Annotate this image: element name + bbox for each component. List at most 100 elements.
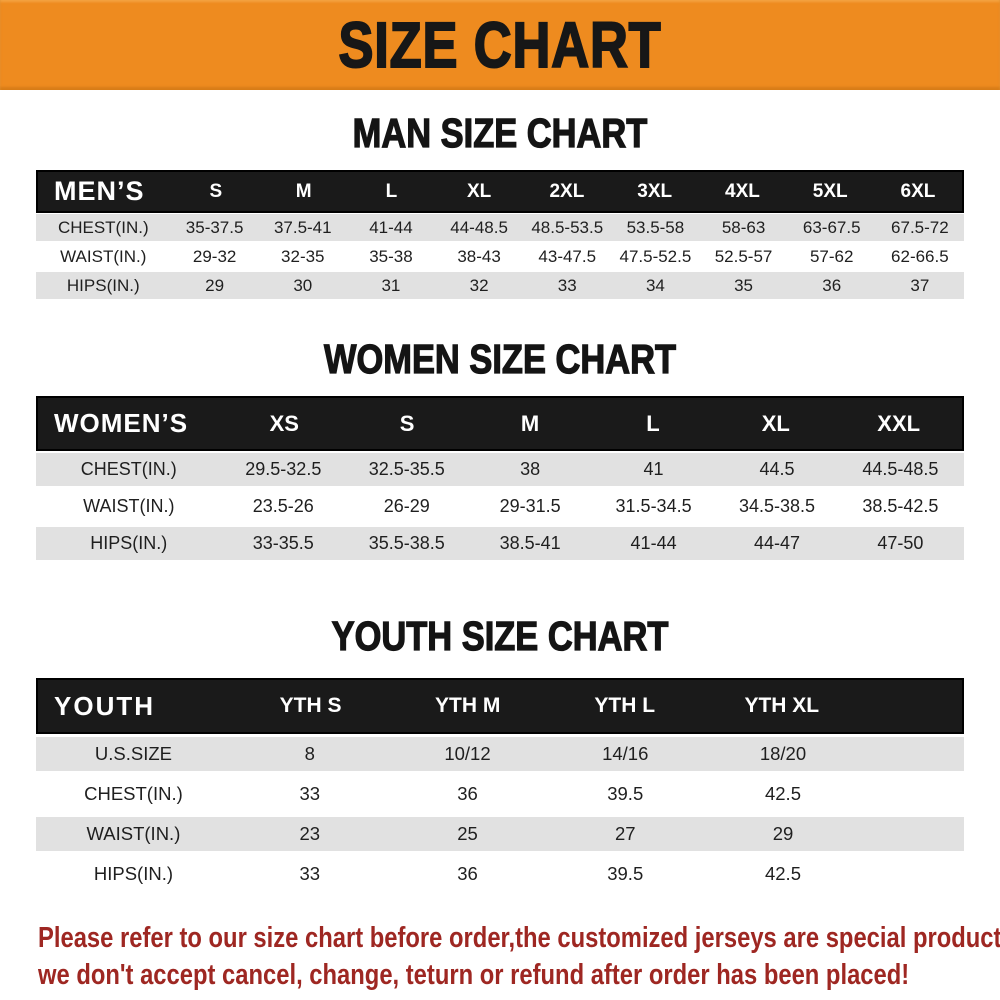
size-value: 26-29	[383, 496, 430, 516]
row-label: HIPS(IN.)	[90, 533, 168, 553]
size-value: 23.5-26	[252, 496, 314, 516]
size-column-header: XS	[269, 410, 299, 436]
size-value: 36	[457, 783, 478, 804]
size-value: 31.5-34.5	[615, 496, 692, 516]
size-column-header: M	[520, 410, 540, 436]
size-value: 44-47	[753, 533, 801, 553]
size-value: 29	[205, 275, 225, 295]
size-column-header: S	[399, 410, 415, 436]
table-row: HIPS(IN.) 33 36 39.5 42.5	[36, 854, 964, 894]
table-row: CHEST(IN.) 29.5-32.5 32.5-35.5 38 41 44.5 44.5…	[36, 451, 964, 488]
size-value: 34.5-38.5	[738, 496, 816, 516]
size-chart-sections: MAN SIZE CHART MEN’S S M L XL 2XL 3XL 4XL 5XL 6XL C…	[0, 110, 1000, 894]
size-column-header: 5XL	[812, 180, 848, 202]
size-value: 36	[457, 863, 478, 884]
size-value: 30	[293, 275, 313, 295]
size-value: 41	[643, 459, 664, 479]
section-heading: MAN SIZE CHART	[352, 110, 648, 156]
table-header-row: MEN’S S M L XL 2XL 3XL 4XL 5XL 6XL	[36, 170, 964, 213]
size-value: 29-31.5	[499, 496, 561, 516]
footer-note: Please refer to our size chart before or…	[38, 920, 1000, 994]
size-value: 32.5-35.5	[368, 459, 445, 479]
row-label: WAIST(IN.)	[60, 246, 147, 266]
size-column-header: YTH M	[434, 694, 501, 717]
size-value: 62-66.5	[891, 246, 949, 266]
table-row: WAIST(IN.) 23 25 27 29	[36, 814, 964, 854]
size-value: 8	[304, 743, 315, 764]
section-heading: WOMEN SIZE CHART	[323, 336, 677, 382]
table-row: HIPS(IN.) 33-35.5 35.5-38.5 38.5-41 41-44 44-…	[36, 525, 964, 562]
size-value: 36	[822, 275, 842, 295]
size-column-header: XL	[761, 410, 790, 436]
title-banner: SIZE CHART	[0, 0, 1000, 90]
size-value: 27	[614, 823, 636, 844]
table-corner-label: MEN’S	[54, 176, 145, 206]
size-column-header: 3XL	[637, 180, 673, 202]
size-value: 53.5-58	[626, 217, 685, 237]
size-value: 33	[557, 275, 577, 295]
size-chart-section: WOMEN SIZE CHART WOMEN’S XS S M L XL XXL CHEST(I…	[0, 336, 1000, 562]
size-value: 47.5-52.5	[619, 246, 692, 266]
size-value: 29-32	[192, 246, 237, 266]
table-corner-label: YOUTH	[54, 690, 155, 721]
size-value: 67.5-72	[891, 217, 949, 237]
size-value: 32-35	[281, 246, 325, 266]
size-column-header: YTH L	[594, 694, 656, 717]
table-row: CHEST(IN.) 33 36 39.5 42.5	[36, 774, 964, 814]
size-value: 32	[469, 275, 489, 295]
size-column-header: XL	[467, 180, 492, 202]
row-label: CHEST(IN.)	[80, 459, 177, 479]
size-value: 10/12	[444, 743, 491, 764]
section-heading: YOUTH SIZE CHART	[331, 613, 669, 659]
size-value: 52.5-57	[714, 246, 773, 266]
size-value: 23	[299, 823, 321, 844]
size-value: 25	[457, 823, 478, 844]
row-label: HIPS(IN.)	[93, 863, 173, 884]
size-value: 34	[645, 275, 665, 295]
size-column-header: YTH S	[279, 694, 342, 717]
row-label: HIPS(IN.)	[66, 275, 140, 295]
size-value: 41-44	[630, 533, 677, 553]
size-value: 44-48.5	[450, 217, 508, 237]
size-value: 39.5	[607, 863, 644, 884]
size-value: 33-35.5	[252, 533, 314, 553]
size-value: 29.5-32.5	[245, 459, 322, 479]
size-value: 33	[299, 783, 321, 804]
size-column-header: M	[295, 180, 312, 202]
size-value: 44.5-48.5	[862, 459, 939, 479]
size-table: YOUTH YTH S YTH M YTH L YTH XL U.S.SIZE 8 10/12…	[36, 678, 964, 894]
size-value: 58-63	[721, 217, 766, 237]
size-value: 57-62	[809, 246, 854, 266]
table-row: WAIST(IN.) 29-32 32-35 35-38 38-43 43-47.5 47.…	[36, 242, 964, 271]
row-label: WAIST(IN.)	[83, 496, 175, 516]
size-value: 18/20	[759, 743, 807, 764]
size-value: 14/16	[602, 743, 649, 764]
size-value: 41-44	[369, 217, 413, 237]
size-value: 39.5	[607, 783, 644, 804]
footer-line-1: Please refer to our size chart before or…	[38, 922, 1000, 954]
table-row: WAIST(IN.) 23.5-26 26-29 29-31.5 31.5-34.5 34…	[36, 488, 964, 525]
size-value: 37	[910, 275, 930, 295]
size-column-header: L	[385, 180, 398, 202]
size-chart-section: YOUTH SIZE CHART YOUTH YTH S YTH M YTH L YTH …	[0, 613, 1000, 894]
size-table: WOMEN’S XS S M L XL XXL CHEST(IN.) 29.5-32.5 32.5…	[36, 396, 964, 562]
size-value: 63-67.5	[802, 217, 861, 237]
size-value: 42.5	[764, 863, 801, 884]
size-value: 35.5-38.5	[368, 533, 445, 553]
size-value: 35-38	[369, 246, 413, 266]
size-column-header: 2XL	[549, 180, 585, 202]
size-column-header: 6XL	[900, 180, 936, 202]
size-value: 38-43	[457, 246, 501, 266]
banner-title: SIZE CHART	[338, 8, 662, 82]
size-value: 38.5-41	[499, 533, 561, 553]
table-row: HIPS(IN.) 29 30 31 32 33 34 35 36 37	[36, 271, 964, 300]
size-value: 42.5	[764, 783, 801, 804]
size-column-header: 4XL	[725, 180, 760, 202]
size-value: 33	[299, 863, 321, 884]
size-value: 37.5-41	[273, 217, 332, 237]
row-label: WAIST(IN.)	[86, 823, 181, 844]
table-row: CHEST(IN.) 35-37.5 37.5-41 41-44 44-48.5 48.5…	[36, 213, 964, 242]
table-header-row: WOMEN’S XS S M L XL XXL	[36, 396, 964, 451]
size-chart-section: MAN SIZE CHART MEN’S S M L XL 2XL 3XL 4XL 5XL 6XL C…	[0, 110, 1000, 300]
size-column-header: L	[646, 410, 660, 436]
